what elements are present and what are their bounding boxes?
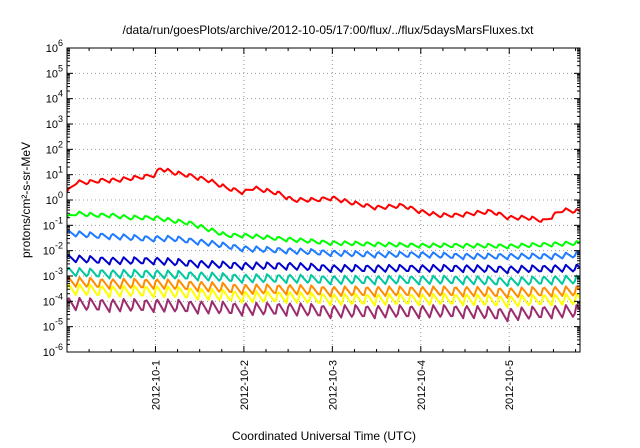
x-tick-label: 2012-10-1 xyxy=(150,360,162,410)
series-line-2 xyxy=(67,210,580,250)
chart-title: /data/run/goesPlots/archive/2012-10-05/1… xyxy=(123,23,535,37)
y-tick-label: 105 xyxy=(46,63,63,80)
series-line-7 xyxy=(67,283,580,309)
series-lines xyxy=(67,167,580,323)
x-axis-label: Coordinated Universal Time (UTC) xyxy=(232,429,416,443)
x-tick-label: 2012-10-5 xyxy=(504,360,516,410)
y-tick-labels: 10-6 10-5 10-4 10-3 10-2 10-1 100 101 102 103 104 1… xyxy=(43,38,63,359)
y-tick-label: 100 xyxy=(46,190,63,207)
y-tick-label: 10-2 xyxy=(43,241,63,258)
y-tick-label: 104 xyxy=(46,89,63,106)
x-tick-labels: 2012-10-1 2012-10-2 2012-10-3 2012-10-4 2012… xyxy=(150,360,516,410)
y-tick-label: 101 xyxy=(46,165,63,182)
x-tick-label: 2012-10-3 xyxy=(327,360,339,410)
y-axis-label: protons/cm²-s-sr-MeV xyxy=(19,142,33,258)
series-line-3 xyxy=(67,229,580,261)
y-tick-label: 10-6 xyxy=(43,342,63,359)
y-tick-label: 102 xyxy=(46,139,63,156)
y-tick-label: 10-1 xyxy=(43,215,63,232)
x-tick-label: 2012-10-4 xyxy=(416,360,428,410)
series-line-4 xyxy=(67,254,580,275)
y-tick-label: 106 xyxy=(46,38,63,55)
series-line-6 xyxy=(67,276,580,299)
y-tick-label: 10-3 xyxy=(43,266,63,283)
series-line-8 xyxy=(67,296,580,323)
y-tick-label: 10-4 xyxy=(43,291,63,308)
series-line-1 xyxy=(67,167,580,223)
x-tick-label: 2012-10-2 xyxy=(239,360,251,410)
y-tick-label: 10-5 xyxy=(43,317,63,334)
series-line-5 xyxy=(67,266,580,288)
axis-ticks xyxy=(67,47,580,353)
y-tick-label: 103 xyxy=(46,114,63,131)
